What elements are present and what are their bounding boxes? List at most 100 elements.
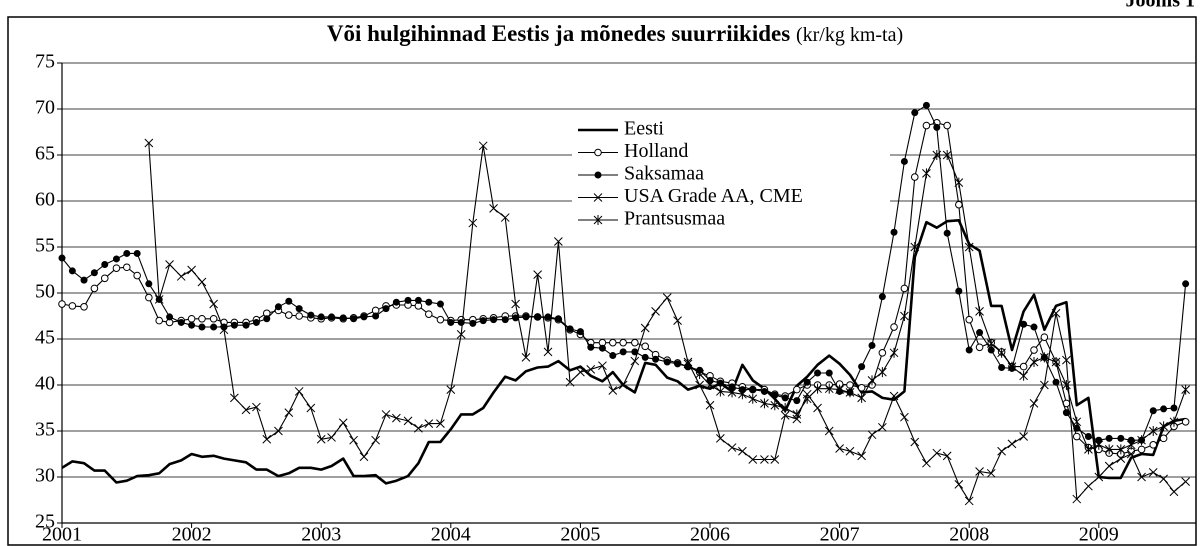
marker — [663, 358, 671, 366]
marker — [674, 360, 682, 368]
marker — [932, 150, 942, 160]
marker — [1051, 308, 1061, 318]
marker — [911, 109, 919, 117]
marker — [1181, 418, 1190, 426]
marker — [727, 443, 737, 452]
marker — [770, 400, 780, 411]
marker — [285, 311, 293, 319]
marker — [1051, 357, 1061, 367]
marker — [306, 403, 316, 413]
marker — [241, 405, 251, 415]
marker — [1169, 416, 1179, 427]
marker — [630, 356, 640, 366]
marker — [381, 410, 391, 419]
marker — [414, 296, 422, 304]
marker — [619, 348, 627, 356]
marker — [998, 364, 1006, 372]
marker — [1094, 439, 1104, 450]
marker — [230, 321, 238, 329]
marker — [802, 393, 812, 404]
chart-title: Või hulgihinnad Eestis ja mõnedes suurri… — [327, 21, 903, 46]
marker — [878, 422, 887, 432]
marker — [1084, 433, 1092, 441]
marker — [274, 303, 282, 311]
marker — [631, 338, 639, 347]
marker — [512, 314, 520, 322]
marker — [176, 272, 186, 281]
marker — [436, 419, 445, 428]
marker — [910, 242, 920, 252]
marker — [943, 229, 951, 237]
marker — [490, 316, 498, 324]
y-tick-label: 50 — [35, 281, 55, 303]
marker — [210, 323, 218, 331]
marker — [436, 315, 445, 324]
marker — [900, 157, 908, 165]
marker — [392, 413, 401, 423]
marker — [349, 435, 358, 445]
marker — [910, 437, 920, 447]
marker — [651, 307, 660, 316]
figure-label: Joonis 1 — [1126, 0, 1195, 12]
marker — [58, 254, 66, 262]
marker — [641, 353, 649, 361]
marker — [187, 265, 196, 275]
marker — [1105, 434, 1113, 442]
marker — [587, 343, 595, 351]
marker — [803, 378, 811, 386]
marker — [868, 341, 876, 349]
marker — [857, 383, 866, 392]
marker — [780, 403, 790, 413]
marker — [965, 346, 973, 354]
marker — [878, 293, 886, 301]
marker — [922, 168, 931, 179]
marker — [1126, 449, 1136, 459]
marker — [793, 397, 801, 405]
marker — [155, 316, 163, 325]
marker — [728, 383, 736, 391]
marker — [695, 380, 704, 390]
marker — [1181, 384, 1190, 395]
marker — [543, 347, 553, 357]
marker — [910, 173, 919, 181]
marker — [1020, 320, 1028, 328]
marker — [274, 426, 283, 436]
x-tick-label: 2006 — [690, 524, 730, 546]
marker — [922, 101, 930, 109]
marker — [457, 318, 465, 326]
marker — [307, 311, 315, 319]
marker — [316, 434, 326, 444]
marker — [112, 264, 121, 272]
marker — [1094, 472, 1104, 482]
marker — [997, 347, 1006, 358]
marker — [964, 242, 974, 252]
marker — [360, 313, 368, 321]
y-tick-label: 60 — [35, 189, 55, 211]
marker — [867, 430, 877, 440]
marker — [716, 434, 725, 443]
marker — [618, 380, 628, 390]
marker — [404, 296, 412, 304]
marker — [997, 446, 1006, 456]
marker — [1104, 444, 1114, 455]
marker — [900, 284, 909, 293]
x-tick-label: 2004 — [431, 524, 471, 546]
marker — [857, 392, 866, 403]
marker — [1072, 416, 1082, 427]
marker — [414, 423, 423, 433]
marker — [1007, 361, 1017, 372]
marker — [197, 277, 207, 287]
marker — [964, 496, 974, 506]
legend-marker — [594, 171, 602, 179]
marker — [1159, 434, 1168, 443]
marker — [749, 386, 757, 394]
marker — [1072, 432, 1081, 441]
marker — [447, 318, 455, 326]
y-tick-label: 70 — [35, 97, 55, 119]
marker — [436, 300, 444, 308]
marker — [1137, 445, 1146, 454]
marker — [890, 323, 898, 331]
marker — [501, 316, 509, 324]
legend-marker — [593, 193, 603, 202]
marker — [424, 419, 434, 428]
